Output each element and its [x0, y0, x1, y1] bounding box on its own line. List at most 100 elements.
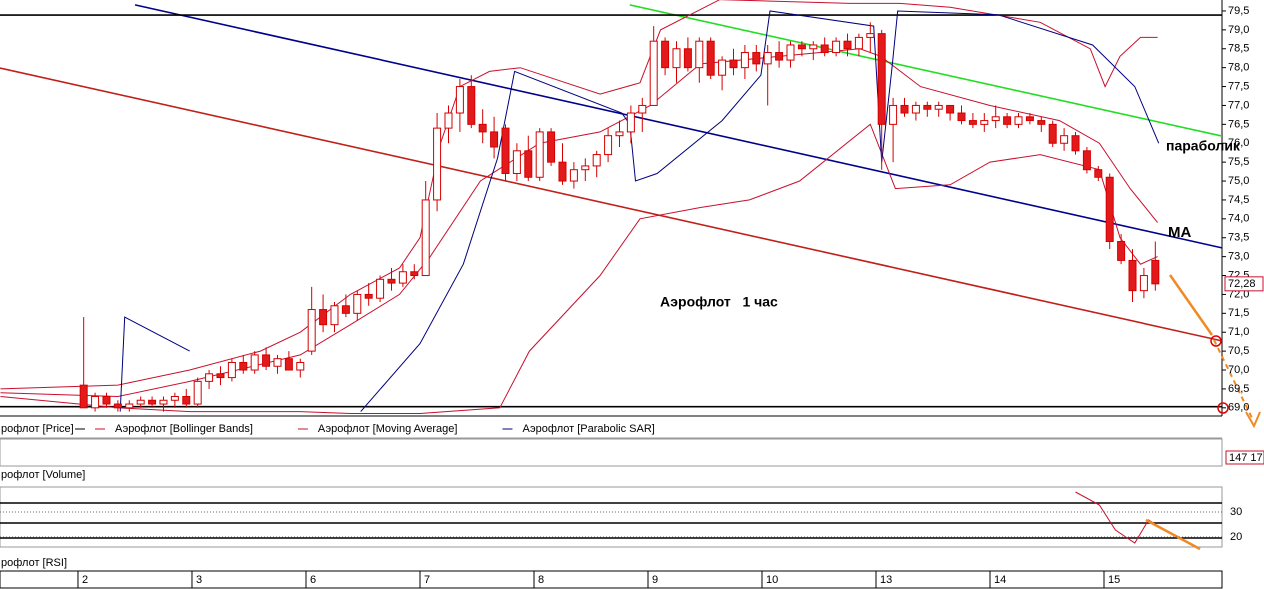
candle-body: [341, 305, 350, 314]
y-tick-label: 70,5: [1228, 345, 1249, 357]
candle-body: [227, 361, 236, 379]
legend-label: Аэрофлот [Parabolic SAR]: [522, 423, 654, 435]
candle-body: [706, 40, 715, 76]
candle-body: [1128, 259, 1137, 292]
candle-body: [319, 309, 328, 326]
candle-body: [113, 403, 122, 409]
candle-body: [330, 305, 339, 326]
candle-body: [695, 40, 704, 69]
x-tick-label: 6: [310, 574, 316, 586]
candle-body: [1060, 135, 1069, 144]
candle-body: [991, 116, 1000, 122]
rsi-tick-label: 20: [1230, 531, 1242, 543]
annotation: МА: [1168, 224, 1191, 241]
x-tick-label: 7: [424, 574, 430, 586]
candle-body: [1014, 116, 1023, 125]
candle-body: [672, 48, 681, 69]
candle-body: [444, 112, 453, 129]
candle-body: [1025, 116, 1034, 122]
indicator-line: [0, 123, 1158, 414]
candle-body: [1117, 241, 1126, 261]
candle-body: [729, 59, 738, 69]
candle-body: [148, 399, 157, 405]
legend-label: Аэрофлот [Bollinger Bands]: [115, 423, 253, 435]
rsi-tick-label: 30: [1230, 506, 1242, 518]
indicator-line: [0, 0, 1158, 390]
candle-body: [467, 86, 476, 125]
y-tick-label: 73,5: [1228, 232, 1249, 244]
candle-body: [307, 309, 316, 352]
trend-line: [0, 67, 1222, 342]
y-tick-label: 77,0: [1228, 99, 1249, 111]
candle-body: [102, 395, 111, 405]
candle-body: [638, 104, 647, 114]
candle-body: [455, 86, 464, 114]
y-tick-label: 69,0: [1228, 402, 1249, 414]
y-tick-label: 71,0: [1228, 326, 1249, 338]
x-axis-bar: [0, 570, 1223, 589]
candle-body: [1139, 275, 1148, 292]
x-tick-label: 10: [766, 574, 778, 586]
x-tick-label: 13: [880, 574, 892, 586]
marker-circle: [1217, 402, 1229, 414]
candle-body: [136, 399, 145, 405]
candle-body: [490, 131, 499, 148]
arrow: [1213, 339, 1253, 419]
candle-body: [581, 165, 590, 171]
candle-body: [1003, 116, 1012, 125]
candle-body: [79, 384, 88, 409]
volume-value: 147 17: [1229, 452, 1263, 464]
marker-circle: [1210, 335, 1222, 347]
candle-body: [478, 123, 487, 133]
candle-body: [832, 40, 841, 54]
candle-body: [91, 395, 100, 409]
candle-body: [626, 112, 635, 133]
candle-body: [649, 40, 658, 106]
overlay: Аэрофлот 1 час МА параболик рофлот [Pric…: [1, 138, 1264, 569]
x-tick-label: 3: [196, 574, 202, 586]
candle-body: [296, 361, 305, 371]
y-tick-label: 76,0: [1228, 137, 1249, 149]
y-tick-label: 78,5: [1228, 43, 1249, 55]
panel-label: рофлот [RSI]: [1, 557, 67, 569]
x-tick-label: 15: [1108, 574, 1120, 586]
candle-body: [718, 59, 727, 76]
candle-body: [683, 48, 692, 69]
y-tick-label: 73,0: [1228, 251, 1249, 263]
arrow: [1145, 518, 1201, 551]
candle-body: [250, 354, 259, 371]
candle-body: [843, 40, 852, 50]
candle-body: [592, 154, 601, 167]
y-tick-label: 76,5: [1228, 118, 1249, 130]
x-tick-label: 2: [82, 574, 88, 586]
candle-body: [501, 127, 510, 174]
candle-body: [957, 112, 966, 122]
y-tick-label: 70,0: [1228, 364, 1249, 376]
legend-label: Аэрофлот [Moving Average]: [318, 423, 458, 435]
arrowhead: [1245, 411, 1261, 429]
candle-body: [524, 150, 533, 178]
candle-body: [239, 361, 248, 371]
y-tick-label: 77,5: [1228, 80, 1249, 92]
last-price-label: 72,28: [1228, 278, 1256, 290]
y-tick-label: 75,0: [1228, 175, 1249, 187]
candle-body: [854, 36, 863, 50]
candle-body: [170, 395, 179, 401]
candle-body: [433, 127, 442, 201]
candle-body: [866, 33, 875, 38]
candle-body: [946, 104, 955, 114]
candle-body: [1071, 135, 1080, 152]
candle-body: [387, 278, 396, 284]
indicator-line: [119, 10, 1160, 412]
candle-body: [364, 293, 373, 299]
candle-body: [410, 271, 419, 277]
candle-body: [911, 104, 920, 114]
arrow: [1168, 274, 1214, 336]
rsi-panel: [0, 486, 1223, 548]
candle-body: [159, 399, 168, 405]
candle-body: [273, 358, 282, 367]
candle-body: [752, 52, 761, 65]
candle-body: [661, 40, 670, 69]
trend-line: [629, 4, 1222, 137]
candle-body: [786, 44, 795, 61]
